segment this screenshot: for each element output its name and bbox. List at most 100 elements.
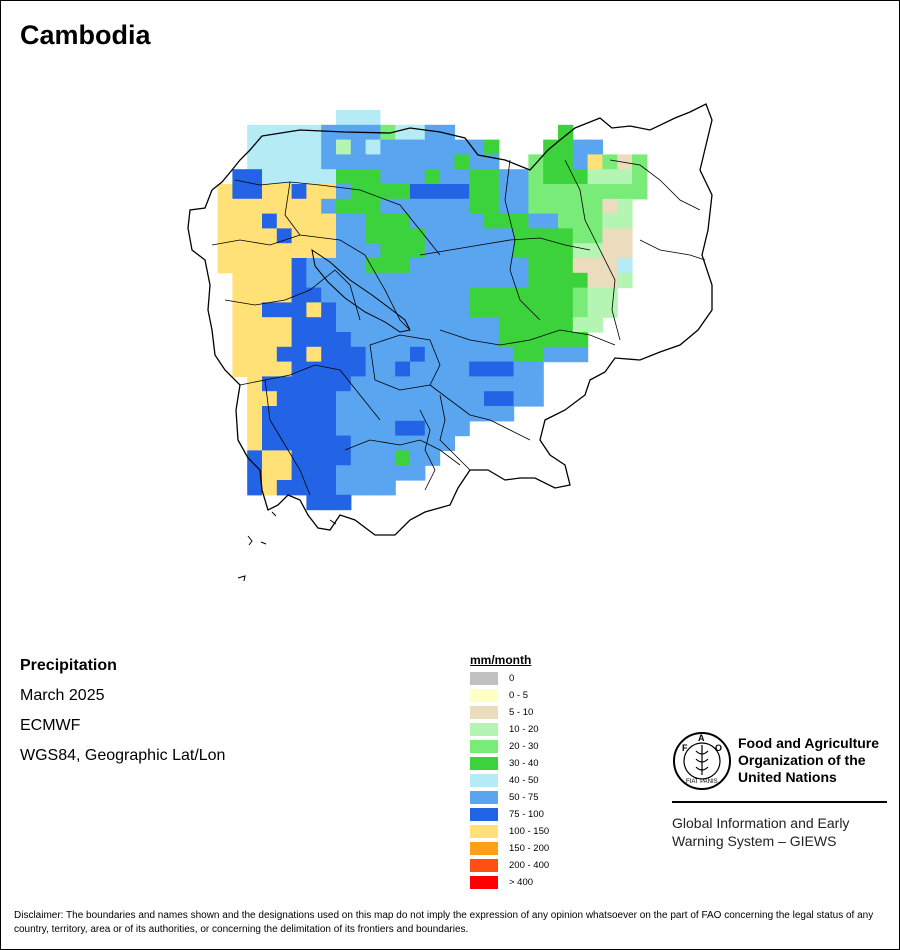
grid-cell <box>380 391 396 407</box>
grid-cell <box>365 346 381 363</box>
grid-cell <box>587 243 603 259</box>
grid-cell <box>528 391 544 407</box>
source-label: ECMWF <box>20 717 81 734</box>
grid-cell <box>262 272 278 289</box>
grid-cell <box>321 376 337 392</box>
grid-cell <box>484 287 500 303</box>
grid-cell <box>365 420 381 437</box>
grid-cell <box>350 420 367 437</box>
grid-cell <box>558 213 574 229</box>
grid-cell <box>424 391 441 407</box>
province-boundaries <box>211 159 706 496</box>
grid-cell <box>424 332 441 348</box>
grid-cell <box>395 465 411 481</box>
grid-cell <box>424 110 441 126</box>
grid-cell <box>424 406 441 422</box>
grid-cell <box>276 361 293 377</box>
grid-cell <box>380 450 396 466</box>
grid-cell <box>336 198 352 215</box>
grid-cell <box>484 169 500 185</box>
grid-cell <box>291 450 307 466</box>
grid-cell <box>276 139 293 155</box>
grid-cell <box>424 213 441 229</box>
grid-cell <box>484 376 500 392</box>
grid-cell <box>410 228 426 244</box>
grid-cell <box>291 213 307 229</box>
grid-cell <box>276 406 293 422</box>
grid-cell <box>395 228 411 244</box>
grid-cell <box>632 184 648 200</box>
grid-cell <box>617 243 633 259</box>
grid-cell <box>350 391 367 407</box>
grid-cell <box>469 287 485 303</box>
grid-cell <box>365 139 381 155</box>
grid-cell <box>336 228 352 244</box>
grid-cell <box>350 346 367 363</box>
grid-cell <box>306 124 322 141</box>
legend-label: 100 - 150 <box>509 825 550 837</box>
grid-cell <box>454 184 470 200</box>
grid-cell <box>365 169 381 185</box>
grid-cell <box>498 184 515 200</box>
grid-cell <box>276 391 293 407</box>
grid-cell <box>528 287 544 303</box>
grid-cell <box>262 435 278 451</box>
grid-cell <box>262 184 278 200</box>
grid-cell <box>321 184 337 200</box>
grid-cell <box>350 213 367 229</box>
legend-swatch <box>470 773 498 787</box>
grid-cell <box>395 213 411 229</box>
grid-cell <box>336 494 352 511</box>
fao-letter-o: O <box>715 743 722 753</box>
grid-cell <box>262 258 278 274</box>
grid-cell <box>602 243 618 259</box>
grid-cell <box>513 391 529 407</box>
grid-cell <box>306 465 322 481</box>
grid-cell <box>336 465 352 481</box>
grid-cell <box>291 346 307 363</box>
grid-cell <box>232 332 248 348</box>
grid-cell <box>380 228 396 244</box>
grid-cell <box>410 450 426 466</box>
grid-cell <box>439 139 455 155</box>
grid-cell <box>587 272 603 289</box>
grid-cell <box>247 139 263 155</box>
grid-cell <box>572 139 589 155</box>
grid-cell <box>395 124 411 141</box>
legend-item: 200 - 400 <box>470 858 549 872</box>
grid-cell <box>291 435 307 451</box>
grid-cell <box>410 420 426 437</box>
legend-label: 40 - 50 <box>509 774 539 786</box>
grid-cell <box>395 302 411 318</box>
grid-cell <box>410 272 426 289</box>
grid-cell <box>336 317 352 333</box>
grid-cell <box>498 361 515 377</box>
grid-cell <box>395 154 411 170</box>
grid-cell <box>558 317 574 333</box>
grid-cell <box>321 420 337 437</box>
grid-cell <box>558 169 574 185</box>
grid-cell <box>439 376 455 392</box>
grid-cell <box>439 124 455 141</box>
grid-cell <box>291 465 307 481</box>
grid-cell <box>247 346 263 363</box>
grid-cell <box>276 346 293 363</box>
grid-cell <box>321 228 337 244</box>
grid-cell <box>247 184 263 200</box>
grid-cell <box>247 213 263 229</box>
grid-cell <box>380 258 396 274</box>
grid-cell <box>247 361 263 377</box>
grid-cell <box>617 228 633 244</box>
grid-cell <box>306 228 322 244</box>
grid-cell <box>321 258 337 274</box>
grid-cell <box>395 258 411 274</box>
grid-cell <box>424 435 441 451</box>
grid-cell <box>498 406 515 422</box>
grid-cell <box>247 302 263 318</box>
grid-cell <box>291 332 307 348</box>
grid-cell <box>572 346 589 363</box>
grid-cell <box>469 198 485 215</box>
grid-cell <box>558 139 574 155</box>
grid-cell <box>380 213 396 229</box>
grid-cell <box>528 184 544 200</box>
